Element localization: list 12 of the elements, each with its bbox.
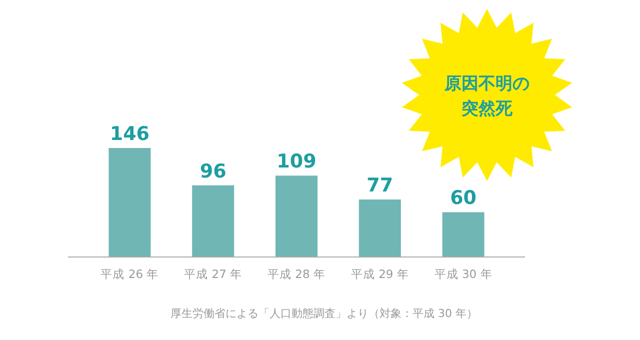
x-tick-label: 平成 26 年 (100, 267, 159, 281)
data-label: 96 (200, 160, 226, 182)
x-tick-label: 平成 29 年 (350, 267, 409, 281)
chart-title: 原因不明の突然死 (444, 74, 530, 119)
data-label: 77 (366, 174, 394, 197)
text: 厚生労働省による「人口動態調査」より（対象：平成 30 年） (170, 307, 478, 320)
x-tick-label: 平成 30 年 (434, 267, 492, 281)
data-label: 60 (450, 187, 477, 210)
data-label: 146 (110, 123, 150, 145)
x-tick-label: 平成 27 年 (184, 267, 242, 281)
x-tick-label: 平成 28 年 (268, 267, 326, 281)
data-label: 109 (276, 150, 316, 173)
